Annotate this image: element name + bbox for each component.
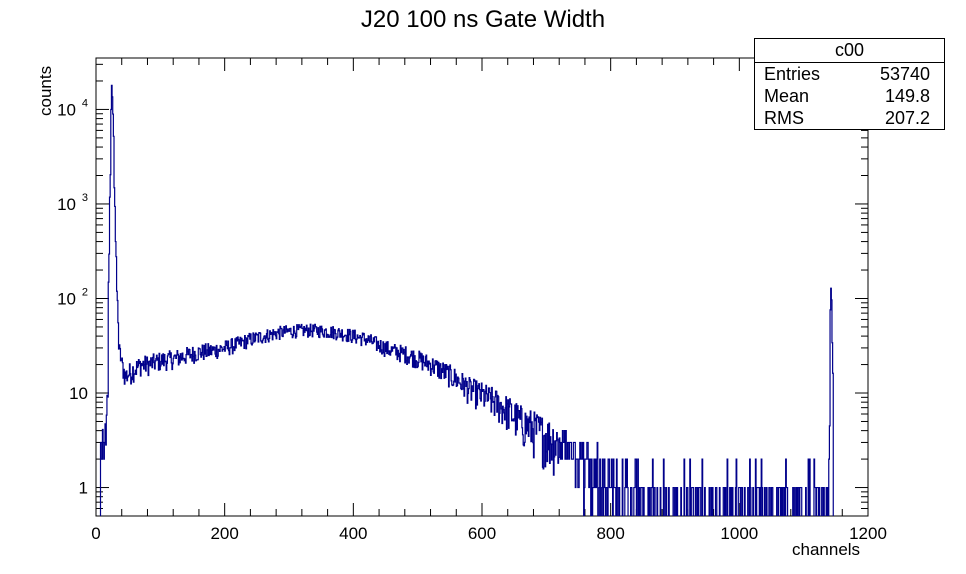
x-tick-label: 600: [468, 524, 496, 543]
chart-title: J20 100 ns Gate Width: [360, 6, 606, 33]
y-tick-exponent: 4: [82, 97, 88, 109]
stats-value: 53740: [879, 64, 930, 84]
x-tick-label: 800: [596, 524, 624, 543]
y-tick-label: 10: [69, 384, 88, 403]
stats-row-mean: Mean 149.8: [755, 85, 944, 107]
y-axis-title: counts: [36, 65, 55, 116]
stats-key: RMS: [764, 108, 804, 128]
stats-row-entries: Entries 53740: [755, 63, 944, 85]
tick-labels: 0 200 400 600 800 1000 1200 1 10 10 2 10 3 10 4: [57, 97, 887, 543]
stats-value: 207.2: [884, 108, 930, 128]
x-tick-label: 1200: [849, 524, 887, 543]
y-tick-label: 10: [57, 195, 76, 214]
stats-box-name: c00: [755, 39, 944, 63]
histogram-line: [96, 84, 834, 516]
stats-box: c00 Entries 53740 Mean 149.8 RMS 207.2: [754, 38, 945, 130]
axis-ticks: [95, 58, 869, 517]
plot-frame: [95, 57, 869, 517]
y-tick-exponent: 2: [82, 286, 88, 298]
stats-key: Entries: [764, 64, 821, 84]
x-tick-label: 1000: [720, 524, 758, 543]
stats-key: Mean: [764, 86, 810, 106]
x-axis-title: channels: [792, 540, 861, 559]
stats-value: 149.8: [884, 86, 930, 106]
y-tick-label: 1: [79, 479, 88, 498]
x-tick-label: 200: [210, 524, 238, 543]
stats-row-rms: RMS 207.2: [755, 107, 944, 129]
y-tick-label: 10: [57, 100, 76, 119]
x-tick-label: 0: [91, 524, 100, 543]
x-tick-label: 400: [339, 524, 367, 543]
y-tick-exponent: 3: [82, 192, 88, 204]
y-tick-label: 10: [57, 289, 76, 308]
